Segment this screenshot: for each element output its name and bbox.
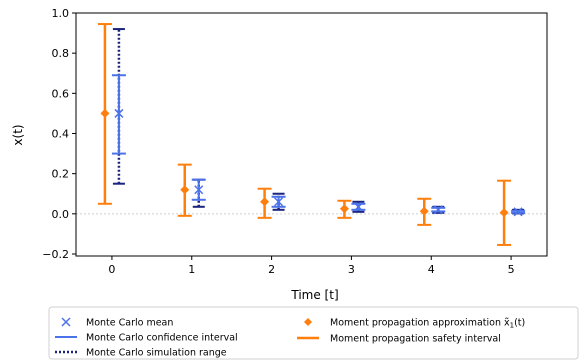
- y-tick-label: 0.0: [52, 208, 70, 221]
- mc-mean-point: [353, 202, 363, 212]
- moment-approx-point: [180, 185, 190, 195]
- moment-approx-point: [260, 197, 270, 207]
- legend: Monte Carlo mean Monte Carlo confidence i…: [48, 306, 579, 360]
- plot-area: −0.2 0.0 0.2 0.4 0.6 0.8 1.0 0 1 2 3 4 5: [42, 7, 548, 276]
- y-tick-label: −0.2: [42, 248, 69, 261]
- y-tick-label: 1.0: [52, 7, 70, 20]
- legend-mc-mean-label: Monte Carlo mean: [86, 318, 173, 329]
- y-tick-label: 0.6: [52, 87, 70, 100]
- mc-mean-point: [114, 108, 124, 118]
- axes-frame: [75, 12, 548, 257]
- x-tick-label: 0: [108, 263, 115, 276]
- moment-approx-point: [499, 208, 509, 218]
- legend-mc-ci-label: Monte Carlo confidence interval: [86, 333, 238, 344]
- y-tick-label: 0.8: [52, 47, 70, 60]
- legend-moment-point-label: Moment propagation approximation x̃1(t): [330, 318, 525, 330]
- x-tick-label: 1: [188, 263, 195, 276]
- moment-approx-point: [419, 206, 429, 216]
- y-tick-label: 0.2: [52, 168, 70, 181]
- legend-moment-point-marker: [304, 318, 312, 326]
- y-tick-label: 0.4: [52, 127, 70, 140]
- legend-moment-interval-label: Moment propagation safety interval: [330, 334, 501, 345]
- moment-approx-point: [100, 108, 110, 118]
- y-axis-label: x(t): [11, 124, 25, 145]
- mc-mean-point: [194, 185, 204, 195]
- x-axis-label: Time [t]: [290, 288, 338, 302]
- x-tick-label: 2: [268, 263, 275, 276]
- x-tick-label: 4: [428, 263, 435, 276]
- x-tick-label: 3: [348, 263, 355, 276]
- mc-mean-point: [513, 207, 523, 217]
- moment-approx-point: [339, 204, 349, 214]
- mc-mean-point: [433, 205, 443, 215]
- legend-mc-mean-marker: [61, 317, 71, 327]
- legend-mc-range-label: Monte Carlo simulation range: [86, 348, 227, 359]
- mc-mean-point: [274, 197, 284, 207]
- legend-box: [48, 306, 579, 360]
- x-tick-label: 5: [508, 263, 515, 276]
